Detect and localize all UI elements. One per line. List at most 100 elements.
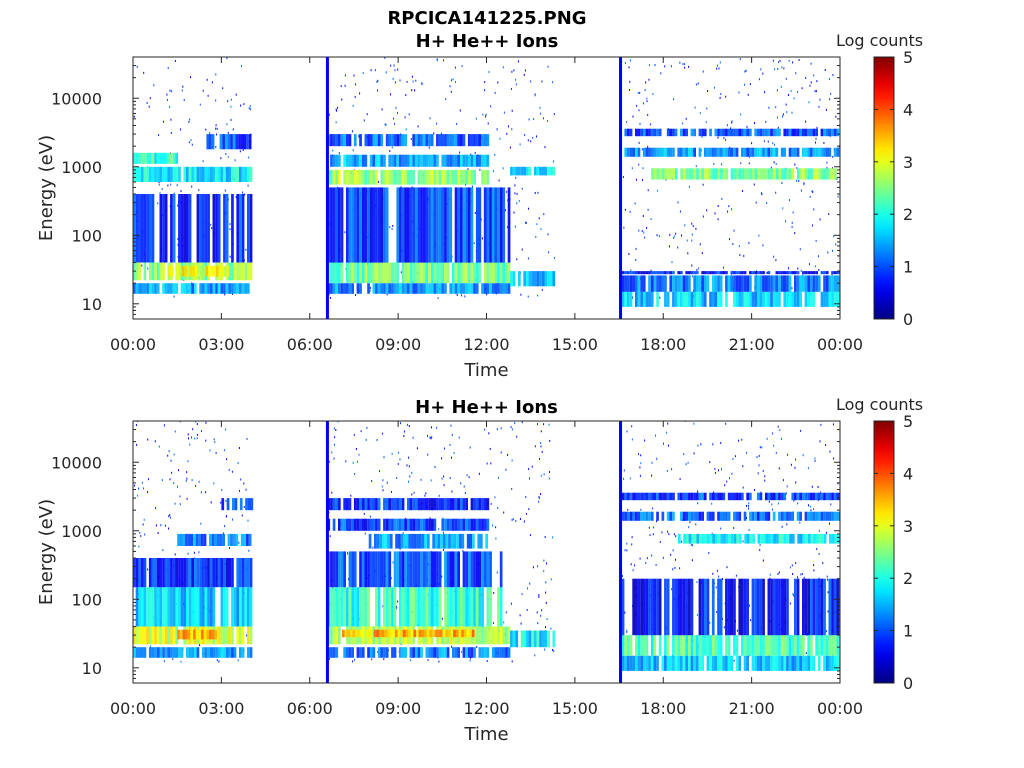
- band-cell: [733, 533, 737, 544]
- band-cell: [478, 134, 482, 147]
- band-cell: [401, 551, 405, 588]
- band-cell: [783, 655, 787, 671]
- band-cell: [792, 533, 795, 544]
- band-cell: [249, 166, 253, 182]
- band-cell: [361, 498, 365, 511]
- band-cell: [751, 655, 755, 671]
- band-cell: [375, 154, 378, 167]
- noise-mark: [644, 236, 646, 239]
- noise-mark: [550, 578, 552, 581]
- band-cell: [812, 168, 816, 180]
- band-cell: [201, 558, 205, 588]
- noise-mark: [778, 61, 780, 64]
- band-cell: [380, 647, 384, 658]
- band-cell: [377, 187, 381, 263]
- noise-mark: [460, 482, 462, 485]
- band-cell: [695, 492, 699, 501]
- noise-mark: [390, 93, 391, 96]
- x-tick-label: 21:00: [729, 699, 775, 718]
- band-cell: [794, 655, 797, 671]
- band-cell: [220, 558, 224, 588]
- band-cell: [247, 558, 250, 588]
- noise-mark: [543, 473, 545, 476]
- band-cell: [379, 629, 382, 638]
- noise-mark: [720, 93, 722, 95]
- band-cell: [711, 291, 715, 307]
- noise-mark: [392, 77, 394, 80]
- noise-mark: [495, 526, 497, 529]
- noise-mark: [777, 68, 779, 70]
- band-cell: [377, 154, 381, 167]
- band-cell: [701, 168, 705, 180]
- noise-mark: [623, 226, 625, 229]
- band-cell: [642, 655, 646, 671]
- noise-mark: [514, 192, 516, 195]
- band-cell: [183, 283, 187, 294]
- band-cell: [375, 134, 378, 147]
- band-cell: [650, 291, 654, 307]
- band-cell: [706, 271, 710, 275]
- band-cell: [698, 655, 702, 671]
- band-cell: [335, 626, 339, 645]
- band-cell: [159, 647, 163, 658]
- noise-mark: [503, 621, 505, 624]
- band-cell: [481, 518, 484, 531]
- noise-mark: [672, 549, 674, 552]
- noise-mark: [451, 79, 452, 82]
- band-cell: [417, 169, 421, 185]
- noise-mark: [772, 508, 773, 511]
- band-cell: [780, 511, 784, 521]
- band-cell: [497, 587, 500, 627]
- band-cell: [343, 154, 346, 167]
- noise-mark: [459, 109, 461, 112]
- band-cell: [396, 134, 400, 147]
- x-tick-label: 15:00: [552, 699, 598, 718]
- x-tick-label: 03:00: [198, 335, 244, 354]
- band-cell: [837, 533, 840, 544]
- band-cell: [794, 147, 797, 157]
- band-cell: [788, 275, 792, 292]
- noise-mark: [638, 109, 640, 112]
- noise-mark: [451, 456, 452, 459]
- noise-mark: [659, 541, 661, 543]
- band-cell: [409, 262, 413, 284]
- band-cell: [711, 578, 715, 636]
- band-cell: [486, 187, 490, 263]
- band-cell: [505, 262, 508, 284]
- noise-mark: [177, 238, 179, 241]
- band-cell: [466, 533, 470, 549]
- noise-mark: [813, 569, 815, 572]
- noise-mark: [170, 132, 172, 134]
- band-cell: [380, 283, 384, 294]
- band-cell: [483, 187, 487, 263]
- band-cell: [695, 655, 699, 671]
- noise-mark: [411, 75, 413, 78]
- band-cell: [396, 169, 400, 185]
- noise-mark: [782, 115, 784, 118]
- noise-mark: [392, 225, 394, 227]
- band-cell: [817, 275, 821, 292]
- band-cell: [347, 629, 350, 638]
- noise-mark: [527, 295, 529, 298]
- band-cell: [475, 283, 479, 294]
- band-cell: [780, 578, 784, 636]
- band-cell: [219, 533, 223, 546]
- noise-mark: [643, 231, 645, 234]
- band-cell: [664, 147, 667, 157]
- noise-mark: [159, 192, 161, 195]
- band-cell: [428, 587, 431, 627]
- noise-mark: [139, 531, 141, 534]
- band-cell: [733, 578, 736, 636]
- band-cell: [179, 629, 183, 640]
- noise-mark: [497, 507, 499, 509]
- noise-mark: [503, 111, 505, 114]
- noise-mark: [516, 202, 518, 205]
- band-cell: [746, 168, 750, 180]
- noise-mark: [402, 532, 404, 535]
- band-cell: [422, 587, 426, 627]
- band-cell: [812, 511, 816, 521]
- noise-mark: [389, 226, 391, 229]
- band-cell: [658, 147, 662, 157]
- noise-mark: [382, 605, 384, 608]
- band-cell: [775, 128, 779, 137]
